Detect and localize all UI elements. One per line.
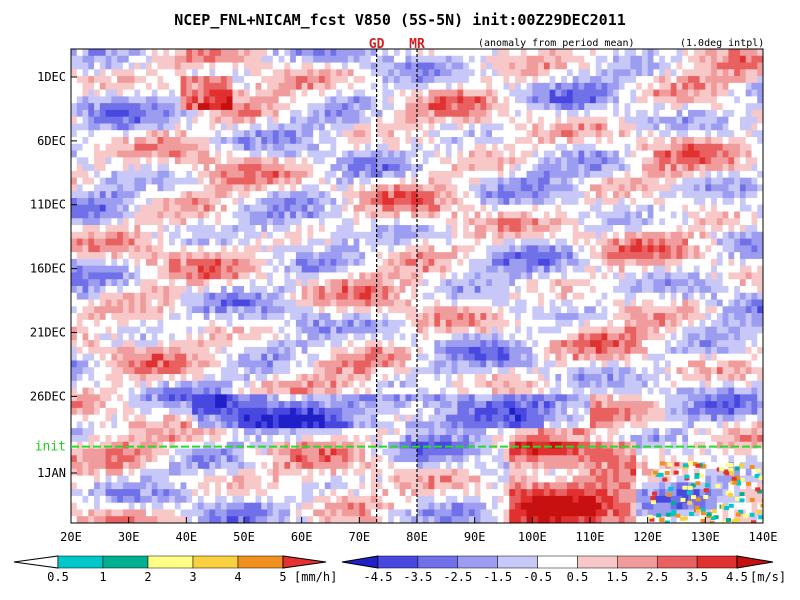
x-tick-label: 30E bbox=[118, 530, 140, 544]
v850-colorbar-segment bbox=[617, 555, 658, 569]
y-tick-label: 21DEC bbox=[30, 325, 66, 339]
rain-colorbar: 0.5 1 2 3 4 5 [mm/h] bbox=[13, 555, 337, 584]
init-line-group: init bbox=[35, 440, 763, 455]
v850-colorbar-segment bbox=[417, 555, 459, 569]
v850-colorbar-segment bbox=[577, 555, 618, 569]
x-tick-label: 90E bbox=[464, 530, 486, 544]
v850-colorbar: -4.5 -3.5 -2.5 -1.5 -0.5 0.5 1.5 2.5 3.5 4.5 [m/s] bbox=[341, 555, 786, 584]
y-tick-label: 1JAN bbox=[37, 466, 66, 480]
x-tick-label: 40E bbox=[175, 530, 197, 544]
subtitle-anomaly: (anomaly from period mean) bbox=[478, 38, 635, 49]
x-tick-label: 130E bbox=[691, 530, 720, 544]
rain-colorbar-label: 0.5 bbox=[47, 570, 69, 584]
v850-colorbar-label: -2.5 bbox=[443, 570, 472, 584]
x-axis: 20E 30E 40E 50E 60E 70E 80E 90E 100E 110E 120E 130E… bbox=[60, 517, 777, 544]
rain-colorbar-right-arrow bbox=[282, 555, 327, 569]
v850-colorbar-label: 4.5 bbox=[726, 570, 748, 584]
v850-colorbar-segment bbox=[656, 555, 698, 569]
v850-colorbar-left-arrow bbox=[341, 555, 379, 569]
rain-colorbar-unit: [mm/h] bbox=[294, 570, 337, 584]
v850-colorbar-label: 0.5 bbox=[567, 570, 589, 584]
x-tick-label: 120E bbox=[633, 530, 662, 544]
longitude-markers: GD MR bbox=[369, 37, 425, 523]
v850-colorbar-label: -0.5 bbox=[523, 570, 552, 584]
rain-colorbar-label: 5 bbox=[279, 570, 286, 584]
x-tick-label: 80E bbox=[406, 530, 428, 544]
x-tick-label: 20E bbox=[60, 530, 82, 544]
x-tick-label: 110E bbox=[576, 530, 605, 544]
v850-colorbar-segment bbox=[696, 555, 738, 569]
rain-colorbar-segment bbox=[192, 555, 239, 569]
v850-colorbar-label: -4.5 bbox=[364, 570, 393, 584]
v850-colorbar-segment bbox=[537, 555, 578, 569]
x-tick-label: 70E bbox=[348, 530, 370, 544]
y-tick-label: 1DEC bbox=[37, 70, 66, 84]
rainfall-overlay bbox=[647, 460, 763, 523]
v850-colorbar-segment bbox=[497, 555, 538, 569]
rain-colorbar-label: 4 bbox=[234, 570, 241, 584]
y-tick-label: 26DEC bbox=[30, 389, 66, 403]
v850-colorbar-label: -3.5 bbox=[403, 570, 432, 584]
x-tick-label: 140E bbox=[749, 530, 778, 544]
rain-colorbar-label: 1 bbox=[99, 570, 106, 584]
marker-label-gd: GD bbox=[369, 37, 385, 52]
rain-colorbar-left-arrow bbox=[13, 555, 59, 569]
x-tick-label: 60E bbox=[291, 530, 313, 544]
v850-colorbar-label: 3.5 bbox=[686, 570, 708, 584]
v850-colorbar-label: -1.5 bbox=[483, 570, 512, 584]
rain-colorbar-segment bbox=[147, 555, 194, 569]
marker-label-mr: MR bbox=[409, 37, 425, 52]
y-tick-label: 6DEC bbox=[37, 134, 66, 148]
v850-field bbox=[71, 49, 763, 523]
x-tick-label: 50E bbox=[233, 530, 255, 544]
v850-colorbar-segment bbox=[457, 555, 498, 569]
rain-colorbar-segment bbox=[102, 555, 149, 569]
plot-area bbox=[71, 49, 763, 523]
x-tick-label: 100E bbox=[518, 530, 547, 544]
subtitle-interp: (1.0deg intpl) bbox=[680, 38, 764, 49]
rain-colorbar-segment bbox=[57, 555, 104, 569]
v850-colorbar-segment bbox=[377, 555, 419, 569]
v850-colorbar-label: 1.5 bbox=[606, 570, 628, 584]
rain-colorbar-label: 3 bbox=[189, 570, 196, 584]
v850-colorbar-label: 2.5 bbox=[646, 570, 668, 584]
y-axis: 1DEC 6DEC 11DEC 16DEC 21DEC 26DEC 1JAN bbox=[30, 70, 77, 480]
rain-colorbar-label: 2 bbox=[144, 570, 151, 584]
chart-title: NCEP_FNL+NICAM_fcst V850 (5S-5N) init:00… bbox=[174, 11, 626, 29]
v850-colorbar-unit: [m/s] bbox=[750, 570, 786, 584]
y-tick-label: 11DEC bbox=[30, 198, 66, 212]
rain-colorbar-segment bbox=[237, 555, 284, 569]
v850-colorbar-right-arrow bbox=[736, 555, 774, 569]
init-label: init bbox=[35, 440, 66, 455]
y-tick-label: 16DEC bbox=[30, 262, 66, 276]
